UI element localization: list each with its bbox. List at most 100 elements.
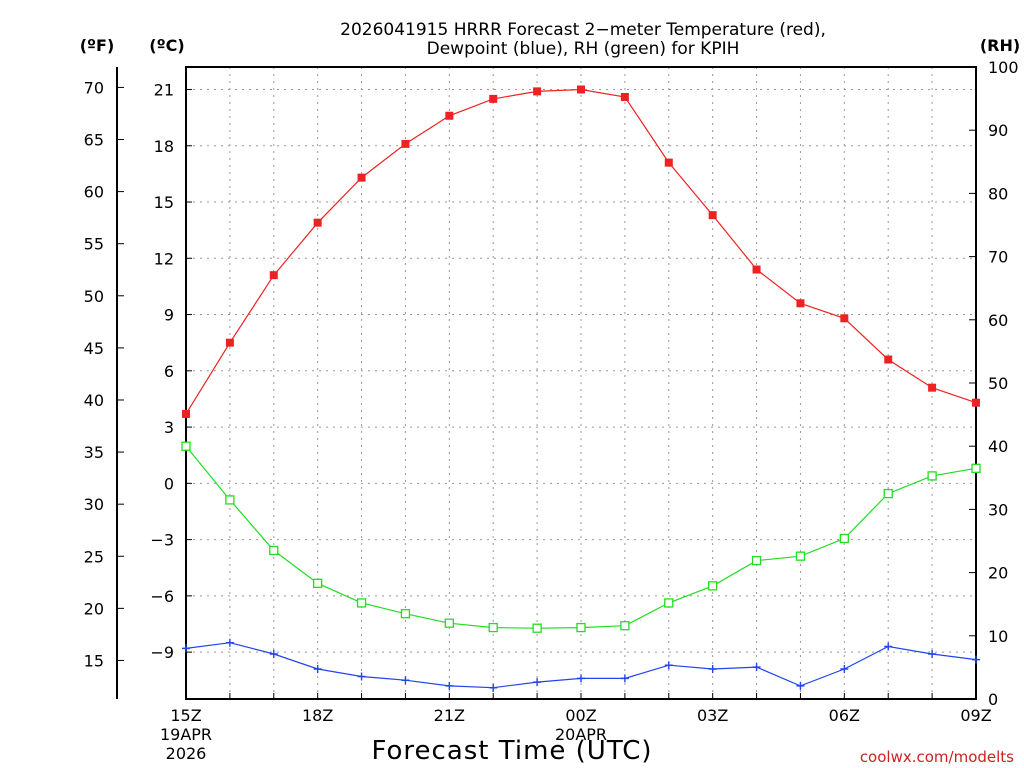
- rh-tick-label: 50: [988, 374, 1008, 393]
- celsius-tick-label: 15: [154, 193, 174, 212]
- rh-tick-label: 60: [988, 311, 1008, 330]
- rh-point: [971, 463, 981, 473]
- rh-point: [313, 578, 323, 588]
- credit-label: coolwx.com/modelts: [860, 748, 1014, 766]
- year-tick-label: 2026: [166, 744, 207, 763]
- rh-point: [400, 609, 411, 619]
- temperature-point: [796, 299, 805, 308]
- fahrenheit-tick-label: 55: [84, 235, 104, 254]
- x-axis-title: Forecast Time (UTC): [371, 736, 652, 766]
- chart-title-line1: 2026041915 HRRR Forecast 2−meter Tempera…: [340, 20, 826, 40]
- celsius-tick-label: 21: [154, 81, 174, 100]
- time-tick-label: 21Z: [434, 706, 465, 725]
- rh-point: [532, 623, 542, 633]
- dewpoint-point: [225, 638, 234, 647]
- temperature-point: [884, 355, 893, 364]
- grid-lines: [186, 67, 976, 699]
- time-tick-label: 18Z: [302, 706, 333, 725]
- rh-tick-label: 40: [988, 437, 1008, 456]
- temperature-point: [489, 94, 498, 103]
- rh-series: [181, 441, 981, 633]
- fahrenheit-tick-label: 25: [84, 547, 104, 566]
- temperature-point: [577, 85, 585, 94]
- dewpoint-point: [664, 661, 673, 670]
- rh-point: [751, 555, 762, 566]
- temperature-point: [752, 265, 761, 274]
- temperature-point: [401, 139, 410, 148]
- temperature-point: [225, 338, 234, 347]
- fahrenheit-tick-label: 15: [84, 651, 104, 670]
- time-tick-label: 00Z: [565, 706, 596, 725]
- rh-point: [883, 488, 893, 499]
- rh-point: [795, 551, 806, 561]
- rh-point: [620, 621, 630, 631]
- rh-point: [269, 545, 279, 556]
- dewpoint-point: [796, 681, 805, 690]
- rh-tick-label: 80: [988, 184, 1008, 203]
- time-tick-label: 15Z: [170, 706, 201, 725]
- celsius-tick-label: 9: [164, 306, 174, 325]
- rh-tick-label: 10: [988, 627, 1008, 646]
- celsius-tick-label: 12: [154, 249, 174, 268]
- celsius-tick-label: −9: [150, 643, 174, 662]
- fahrenheit-tick-label: 45: [84, 339, 104, 358]
- dewpoint-point: [884, 642, 893, 651]
- rh-tick-label: 70: [988, 248, 1008, 267]
- dewpoint-point: [577, 674, 585, 683]
- dewpoint-point: [928, 649, 937, 658]
- rh-tick-label: 30: [988, 500, 1008, 519]
- dewpoint-point: [489, 683, 498, 692]
- temperature-point: [357, 173, 366, 182]
- rh-tick-label: 20: [988, 564, 1008, 583]
- fahrenheit-tick-label: 20: [84, 599, 104, 618]
- time-tick-label: 09Z: [960, 706, 991, 725]
- temperature-point: [840, 314, 849, 323]
- dewpoint-point: [620, 674, 629, 683]
- dewpoint-series: [182, 638, 980, 692]
- rh-point: [664, 598, 674, 608]
- fahrenheit-tick-label: 60: [84, 183, 104, 202]
- temperature-point: [972, 398, 980, 407]
- dewpoint-point: [533, 678, 542, 687]
- rh-tick-label: 90: [988, 121, 1008, 140]
- dewpoint-point: [708, 664, 717, 673]
- fahrenheit-tick-label: 65: [84, 131, 104, 150]
- rh-point: [444, 618, 454, 628]
- celsius-tick-label: −3: [150, 531, 174, 550]
- celsius-tick-label: −6: [150, 587, 174, 606]
- rh-point: [181, 441, 191, 451]
- dewpoint-point: [445, 681, 454, 690]
- rh-point: [488, 622, 498, 633]
- time-tick-label: 06Z: [829, 706, 860, 725]
- fahrenheit-tick-label: 30: [84, 495, 104, 514]
- date-tick-label: 19APR: [160, 725, 212, 744]
- temperature-point: [182, 409, 190, 418]
- dewpoint-point: [182, 644, 190, 653]
- chart-title-line2: Dewpoint (blue), RH (green) for KPIH: [427, 39, 740, 59]
- temperature-point: [313, 218, 322, 227]
- temperature-point: [269, 271, 278, 280]
- celsius-unit-label: (ºC): [149, 36, 184, 55]
- dewpoint-point: [269, 649, 278, 658]
- rh-point: [839, 533, 849, 544]
- rh-unit-label: (RH): [980, 36, 1020, 55]
- celsius-tick-label: 0: [164, 474, 174, 493]
- temperature-point: [620, 93, 629, 102]
- dewpoint-point: [313, 664, 322, 673]
- fahrenheit-unit-label: (ºF): [80, 36, 115, 55]
- celsius-axis-ticks: 21 18 15 12 9 6 3 0 −3 −6 −9: [150, 81, 192, 662]
- fahrenheit-tick-label: 40: [84, 391, 104, 410]
- rh-tick-label: 100: [988, 58, 1019, 77]
- rh-point: [356, 598, 367, 608]
- celsius-tick-label: 6: [164, 362, 174, 381]
- dewpoint-point: [357, 672, 366, 681]
- dewpoint-point: [840, 664, 849, 673]
- dewpoint-point: [972, 655, 980, 664]
- fahrenheit-tick-label: 35: [84, 443, 104, 462]
- rh-tick-label: 0: [988, 690, 998, 709]
- rh-point: [708, 581, 718, 591]
- celsius-tick-label: 3: [164, 418, 174, 437]
